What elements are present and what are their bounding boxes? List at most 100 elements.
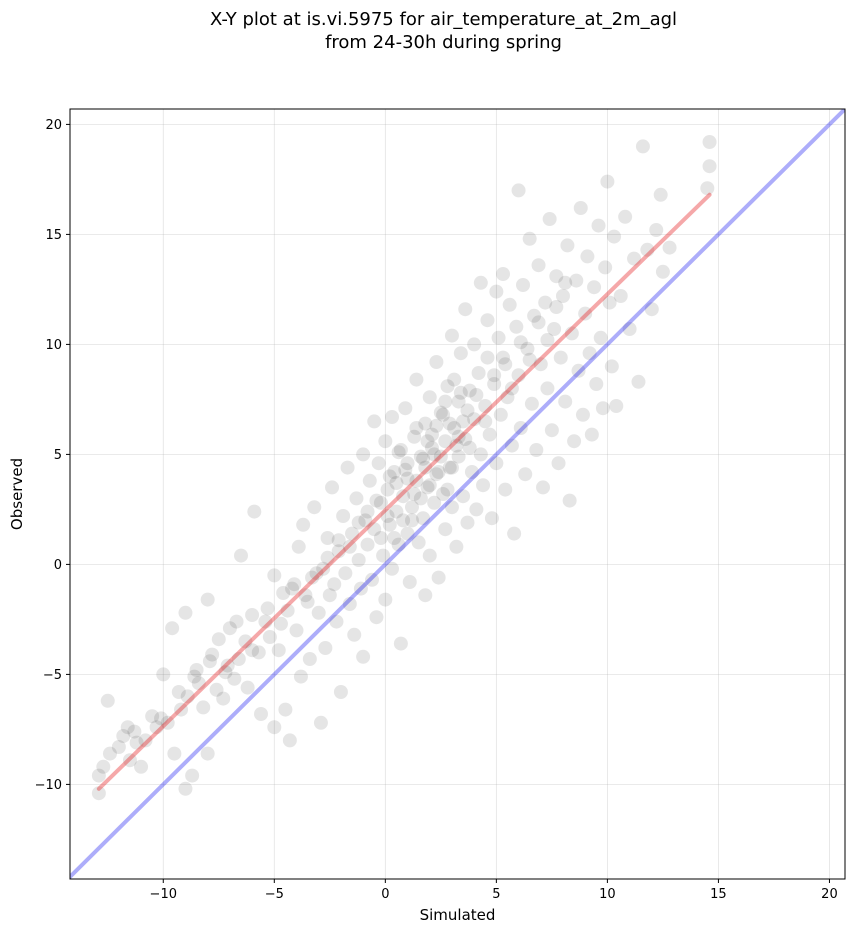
data-point [511,183,526,198]
data-point [129,735,144,750]
data-point [387,531,402,545]
data-point [356,649,371,664]
data-point [389,504,404,519]
data-point [422,390,437,405]
data-point [149,720,164,735]
data-point [262,630,277,644]
chart-title: X-Y plot at is.vi.5975 for air_temperatu… [209,9,678,30]
data-point [373,495,388,510]
data-point [531,258,546,273]
data-point [167,746,182,761]
data-point [442,416,457,431]
data-point [529,443,544,457]
data-point [360,537,375,552]
data-point [520,341,535,356]
data-point [338,566,353,581]
data-point [233,548,248,563]
data-point [662,240,677,255]
data-point [322,588,337,603]
data-point [267,568,282,583]
data-point [307,500,322,515]
data-point [178,605,193,620]
data-point [196,700,211,715]
data-point [276,586,291,600]
data-point [444,460,459,475]
data-point [420,480,435,495]
data-point [627,251,642,266]
data-point [185,768,200,783]
data-point [400,526,415,541]
data-point [282,733,297,748]
data-point [138,733,153,748]
data-point [238,634,253,649]
data-point [400,471,415,486]
data-point [311,605,326,620]
y-tick-label: −5 [43,668,62,683]
data-point [245,608,260,622]
data-point [287,577,302,592]
data-point [258,614,273,629]
data-point [644,302,659,317]
data-point [578,306,593,321]
data-point [469,502,484,517]
data-point [205,647,220,662]
x-axis-label: Simulated [420,906,496,924]
data-point [449,438,464,453]
data-point [174,702,189,717]
data-point [482,427,497,442]
data-point [298,588,313,603]
data-point [367,414,382,429]
data-point [509,319,524,334]
data-point [360,504,375,519]
data-point [333,685,348,699]
data-point [562,493,577,508]
data-point [418,416,433,431]
data-point [251,645,266,660]
data-point [145,709,160,724]
data-point [336,509,351,523]
data-point [404,500,419,515]
data-point [420,434,435,449]
data-point [187,669,202,684]
data-point [378,434,393,449]
chart-subtitle: from 24-30h during spring [325,32,562,53]
data-point [551,456,566,471]
data-point [433,405,448,420]
data-point [531,315,546,330]
x-tick-label: −5 [265,887,284,902]
data-point [513,421,528,435]
data-point [607,229,622,244]
data-point [535,480,550,495]
data-point [220,658,235,673]
data-point [389,476,404,490]
x-tick-label: 0 [381,887,389,902]
data-point [271,643,286,658]
data-point [409,372,424,387]
data-point [156,667,171,682]
data-point [340,460,355,475]
x-tick-label: 5 [492,887,500,902]
data-point [513,335,528,350]
data-point [489,456,504,471]
data-point [587,280,602,295]
data-point [309,566,324,581]
data-point [247,504,262,519]
data-point [618,209,633,224]
data-point [462,383,477,398]
data-point [589,377,604,391]
data-point [134,759,149,774]
data-point [655,264,670,279]
data-point [458,302,473,317]
data-point [302,652,317,666]
data-point [567,434,582,449]
data-point [351,515,366,530]
data-point [327,577,342,592]
data-point [320,531,335,545]
data-point [378,592,393,607]
data-point [345,526,360,541]
data-points [91,135,717,801]
data-point [502,297,517,312]
y-tick-label: 10 [45,338,62,353]
data-point [467,337,482,352]
fit-lines [70,109,845,879]
